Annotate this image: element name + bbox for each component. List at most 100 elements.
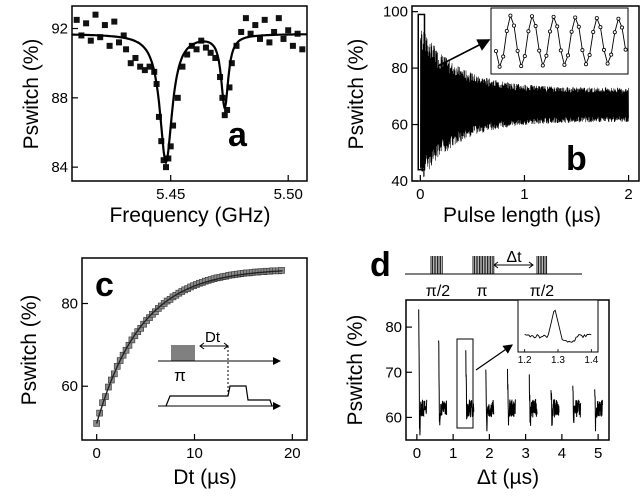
burst-trace	[418, 309, 428, 436]
inset-point	[591, 29, 596, 34]
inset-point	[566, 53, 571, 58]
inset-point	[620, 25, 625, 30]
y-tick-label: 80	[385, 319, 402, 336]
data-point	[275, 15, 282, 22]
panel-c-pulse-inset: Dt π	[158, 329, 281, 410]
data-point	[141, 67, 148, 74]
burst-trace	[550, 390, 560, 426]
panel-a-frame	[71, 5, 308, 182]
data-point	[97, 34, 104, 41]
burst-trace	[507, 368, 516, 426]
data-point	[127, 60, 134, 67]
burst-trace	[594, 389, 603, 432]
burst-trace	[465, 350, 475, 420]
inset-point	[493, 49, 498, 54]
data-point	[132, 54, 139, 61]
panel-a-ylabel: Pswitch (%)	[20, 39, 43, 150]
data-point	[228, 60, 235, 67]
data-point	[226, 84, 233, 91]
x-tick-label: 3	[521, 445, 529, 462]
y-tick-label: 70	[385, 364, 402, 381]
inset-point	[548, 29, 553, 34]
data-point	[247, 30, 254, 37]
y-tick-label: 80	[391, 60, 408, 77]
data-point	[158, 138, 165, 145]
x-tick-label: 4	[558, 445, 566, 462]
data-point	[252, 22, 259, 29]
inset-point	[537, 48, 542, 53]
panel-c-pi-label: π	[174, 366, 186, 385]
data-point	[146, 63, 153, 70]
y-tick-label: 84	[51, 159, 68, 176]
panel-b: 0 1 2 40 60 80 100 b Pulse length (µs) Pswitch…	[345, 4, 640, 227]
data-point	[224, 106, 231, 113]
inset-point	[530, 14, 535, 19]
inset-point	[584, 62, 589, 67]
panel-d-delay-arrowheads	[493, 261, 534, 269]
burst-trace	[485, 369, 495, 432]
panel-d-zoom-arrow	[475, 344, 513, 371]
data-point	[202, 44, 209, 51]
inset-x-tick-label: 1.3	[551, 355, 565, 366]
x-tick-label: 5.45	[156, 186, 185, 203]
data-point	[280, 35, 287, 42]
data-point	[233, 42, 240, 49]
panel-c-ylabel: Pswitch (%)	[18, 295, 41, 406]
inset-point	[602, 47, 607, 52]
data-point	[207, 49, 214, 56]
panel-c-marks	[93, 267, 285, 427]
data-point	[155, 113, 162, 120]
x-tick-label: 5.50	[274, 186, 303, 203]
inset-point	[623, 47, 628, 52]
panel-b-marks	[417, 13, 629, 177]
panel-d-zoom-box	[456, 338, 474, 429]
y-tick-label: 100	[383, 4, 408, 21]
panel-d-inset: 1.2 1.3 1.4	[518, 309, 599, 366]
x-tick-label: 1	[520, 186, 528, 203]
zoom-box	[417, 13, 426, 171]
x-tick-label: 5	[594, 445, 602, 462]
inset-point	[504, 28, 509, 33]
data-point	[257, 35, 263, 42]
panel-d-xlabel: Δt (µs)	[477, 466, 539, 489]
panel-d-ticks: 0 1 2 3 4 5 60 70 80	[385, 319, 602, 462]
inset-point	[569, 29, 574, 34]
panel-b-zoom-arrow	[437, 39, 491, 67]
y-tick-label: 40	[391, 173, 408, 190]
inset-point	[522, 54, 527, 59]
inset-point	[609, 52, 614, 57]
panel-d-last-pulse-label: π/2	[530, 283, 554, 300]
panel-d-sequence-pulses	[430, 256, 548, 274]
inset-point	[555, 24, 560, 29]
x-tick-label: 0	[93, 445, 101, 462]
x-tick-label: 2	[624, 186, 632, 203]
panel-c-flux-pulse	[165, 385, 273, 407]
y-tick-label: 60	[385, 409, 402, 426]
inset-point	[512, 23, 517, 28]
inset-point	[551, 14, 556, 19]
data-point	[167, 143, 174, 150]
data-point	[83, 20, 90, 27]
data-point	[101, 22, 108, 29]
inset-trace	[524, 309, 592, 343]
x-tick-label: 0	[413, 445, 421, 462]
panel-b-label: b	[566, 140, 587, 178]
inset-point	[519, 64, 524, 69]
panel-a-label: a	[228, 116, 248, 154]
panel-a-marks	[72, 11, 307, 171]
data-point	[179, 63, 186, 70]
inset-point	[501, 54, 506, 59]
inset-point	[576, 24, 581, 29]
y-tick-label: 92	[51, 21, 68, 38]
panel-b-ticks: 0 1 2 40 60 80 100	[383, 4, 633, 203]
data-point	[174, 94, 181, 101]
fit-line	[96, 270, 283, 424]
fit-line	[72, 33, 307, 166]
panel-c-xlabel: Dt (µs)	[173, 466, 236, 489]
panel-c: 0 10 20 60 80 Dt π c Dt (µs) Pswitch (%)	[18, 257, 308, 489]
panel-d: 0 1 2 3 4 5 60 70 80 1.2 1.3 1.4 d Δt π/2 π π/2 Δt…	[344, 246, 610, 489]
data-point	[221, 112, 228, 119]
inset-point	[533, 24, 538, 29]
data-point	[87, 37, 94, 44]
inset-point	[573, 15, 578, 20]
